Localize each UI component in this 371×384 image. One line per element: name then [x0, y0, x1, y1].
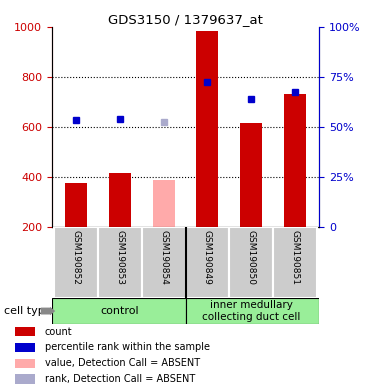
- Bar: [65, 183, 87, 227]
- Bar: [15, 374, 35, 384]
- Text: inner medullary
collecting duct cell: inner medullary collecting duct cell: [202, 300, 301, 322]
- Bar: [15, 327, 35, 336]
- FancyBboxPatch shape: [98, 227, 142, 298]
- Text: GSM190850: GSM190850: [247, 230, 256, 285]
- Text: value, Detection Call = ABSENT: value, Detection Call = ABSENT: [45, 358, 200, 368]
- FancyBboxPatch shape: [142, 227, 186, 298]
- Bar: [197, 31, 219, 227]
- Title: GDS3150 / 1379637_at: GDS3150 / 1379637_at: [108, 13, 263, 26]
- Bar: [109, 173, 131, 227]
- Bar: [284, 94, 306, 227]
- Text: GSM190853: GSM190853: [115, 230, 124, 285]
- Bar: [186, 298, 319, 324]
- FancyBboxPatch shape: [273, 227, 317, 298]
- Text: GSM190849: GSM190849: [203, 230, 212, 285]
- Text: cell type: cell type: [4, 306, 51, 316]
- Text: control: control: [101, 306, 139, 316]
- FancyBboxPatch shape: [229, 227, 273, 298]
- Text: GSM190851: GSM190851: [290, 230, 299, 285]
- Bar: [240, 123, 262, 227]
- Bar: [15, 343, 35, 352]
- Text: percentile rank within the sample: percentile rank within the sample: [45, 343, 210, 353]
- Bar: [52, 298, 186, 324]
- Text: GSM190852: GSM190852: [72, 230, 81, 285]
- FancyBboxPatch shape: [186, 227, 229, 298]
- Text: count: count: [45, 327, 72, 337]
- Bar: [152, 180, 174, 227]
- Bar: [15, 359, 35, 368]
- FancyBboxPatch shape: [54, 227, 98, 298]
- Text: rank, Detection Call = ABSENT: rank, Detection Call = ABSENT: [45, 374, 195, 384]
- Text: GSM190854: GSM190854: [159, 230, 168, 285]
